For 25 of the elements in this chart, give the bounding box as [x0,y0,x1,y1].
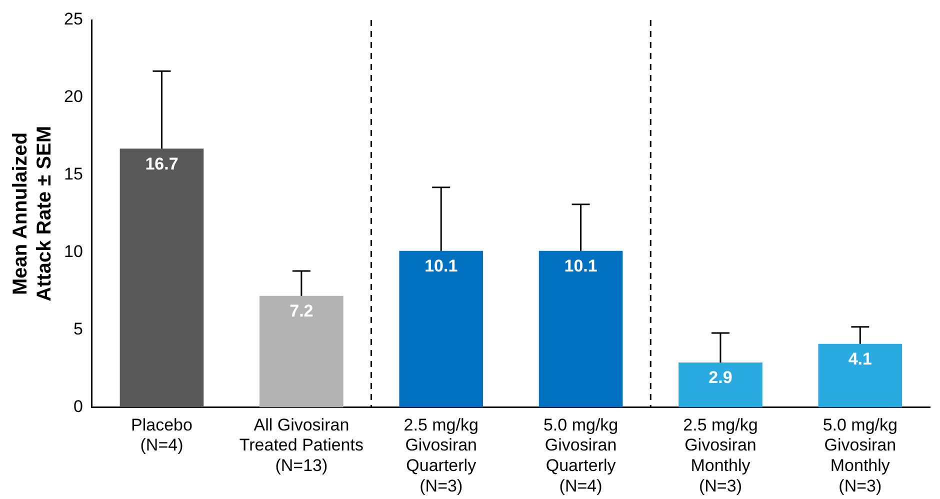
x-tick-label: 5.0 mg/kg Givosiran Quarterly (N=4) [543,415,618,496]
data-label: 16.7 [145,154,178,174]
bar [260,296,344,408]
y-tick-label: 0 [73,397,83,416]
x-tick-label: 2.5 mg/kg Givosiran Monthly (N=3) [683,415,758,496]
y-tick-label: 20 [64,87,83,106]
x-tick-label: 2.5 mg/kg Givosiran Quarterly (N=3) [404,415,478,496]
bar [818,344,902,408]
y-tick-label: 5 [73,320,83,339]
bar [538,250,623,408]
bar [678,362,762,408]
bar [120,148,204,408]
x-tick-label: All Givosiran Treated Patients (N=13) [239,415,364,476]
data-label: 2.9 [708,368,732,388]
data-label: 4.1 [848,350,872,369]
data-label: 10.1 [564,256,598,276]
y-tick-label: 25 [64,10,83,29]
y-tick-label: 10 [64,242,83,262]
data-label: 10.1 [424,256,458,276]
y-axis-title: Mean Annulaized Attack Rate ± SEM [10,126,56,302]
x-tick-label: 5.0 mg/kg Givosiran Monthly (N=3) [822,415,898,496]
data-label: 7.2 [290,302,314,321]
bar [399,250,484,408]
x-tick-label: Placebo (N=4) [131,415,192,455]
y-tick-label: 15 [64,164,83,184]
